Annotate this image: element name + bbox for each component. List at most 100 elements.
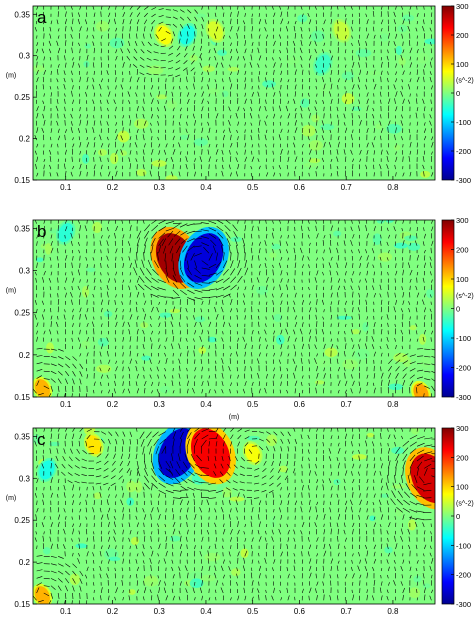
vector-arrow <box>293 529 296 535</box>
vector-arrow <box>65 433 67 440</box>
vector-arrow <box>147 49 152 54</box>
vector-arrow <box>200 236 209 239</box>
vector-arrow <box>43 69 46 75</box>
vector-arrow <box>187 350 189 357</box>
vector-arrow <box>158 158 161 162</box>
vector-arrow <box>176 52 181 57</box>
noise-blob <box>269 516 277 528</box>
vector-arrow <box>142 486 145 491</box>
vector-arrow <box>270 468 274 473</box>
velocity-vectors <box>34 6 434 177</box>
vector-arrow <box>380 448 383 454</box>
noise-blob <box>343 576 355 584</box>
vector-arrow <box>286 164 289 170</box>
vector-arrow <box>400 54 403 61</box>
vector-arrow <box>402 373 407 379</box>
vector-arrow <box>79 433 83 440</box>
vector-arrow <box>223 277 230 283</box>
vector-arrow <box>244 537 247 542</box>
colorbar-tick-label: -100 <box>456 118 471 127</box>
vector-arrow <box>172 528 176 535</box>
vector-arrow <box>76 448 80 454</box>
vector-arrow <box>201 389 204 394</box>
vector-arrow <box>409 566 412 572</box>
vector-arrow <box>314 277 317 283</box>
vector-arrow <box>179 307 182 313</box>
vector-arrow <box>35 163 37 170</box>
vector-arrow <box>424 363 431 365</box>
vector-arrow <box>223 269 229 276</box>
vector-arrow <box>57 585 62 591</box>
vector-arrow <box>169 460 174 469</box>
vector-arrow <box>250 106 253 112</box>
vector-arrow <box>301 389 304 394</box>
vector-arrow <box>222 27 225 32</box>
vector-arrow <box>315 387 317 394</box>
vector-arrow <box>92 257 95 261</box>
vector-arrow <box>136 470 139 476</box>
vector-arrow <box>194 24 197 30</box>
vector-arrow <box>407 262 411 269</box>
vector-arrow <box>401 64 403 68</box>
vector-arrow <box>395 234 397 239</box>
vector-arrow <box>178 358 181 364</box>
vector-arrow <box>394 474 396 484</box>
vector-arrow <box>366 233 369 239</box>
vector-arrow <box>336 166 339 170</box>
vector-arrow <box>113 529 116 535</box>
vector-arrow <box>293 537 296 542</box>
vector-arrow <box>380 366 382 372</box>
vector-arrow <box>402 507 411 513</box>
noise-blob <box>336 315 352 320</box>
vector-arrow <box>278 359 281 364</box>
vector-arrow <box>215 62 219 68</box>
vector-arrow <box>199 507 202 513</box>
vector-arrow <box>144 19 148 25</box>
vector-arrow <box>178 596 181 601</box>
vector-arrow <box>187 380 189 387</box>
vector-arrow <box>337 255 340 261</box>
vector-arrow <box>228 366 231 372</box>
vector-arrow <box>431 226 434 232</box>
vector-arrow <box>300 506 303 513</box>
vector-arrow <box>237 595 240 601</box>
vector-arrow <box>251 13 253 17</box>
vector-arrow <box>429 27 432 32</box>
vector-arrow <box>207 149 210 155</box>
vector-arrow <box>49 164 52 170</box>
vector-arrow <box>74 480 80 484</box>
vector-arrow <box>294 220 296 224</box>
colorbar-label: (s^-2) <box>456 293 474 300</box>
vector-arrow <box>286 389 289 394</box>
vector-arrow <box>395 543 398 550</box>
vector-arrow <box>416 121 419 126</box>
vector-arrow <box>106 136 109 141</box>
vector-arrow <box>409 428 411 432</box>
vector-arrow <box>224 225 231 232</box>
vector-arrow <box>380 485 383 491</box>
vector-arrow <box>129 308 132 313</box>
vector-arrow <box>323 550 327 557</box>
vector-arrow <box>228 127 231 133</box>
vector-arrow <box>423 262 426 269</box>
vector-arrow <box>121 567 124 572</box>
vector-arrow <box>366 330 368 335</box>
vector-arrow <box>373 69 376 75</box>
vector-arrow <box>79 353 82 357</box>
vector-arrow <box>258 85 260 90</box>
vector-arrow <box>208 143 211 148</box>
vector-arrow <box>366 321 369 327</box>
y-axis-label: (m) <box>6 72 17 79</box>
vector-arrow <box>272 57 274 61</box>
vector-arrow <box>108 143 110 148</box>
vector-arrow <box>92 84 95 90</box>
vector-arrow <box>56 330 59 335</box>
vector-arrow <box>373 128 375 133</box>
vector-arrow <box>221 62 224 68</box>
vector-arrow <box>158 331 161 335</box>
vector-arrow <box>287 492 290 498</box>
vector-arrow <box>194 119 196 126</box>
vector-arrow <box>316 257 318 261</box>
x-tick-label: 0.8 <box>387 400 399 409</box>
vector-arrow <box>136 76 140 83</box>
